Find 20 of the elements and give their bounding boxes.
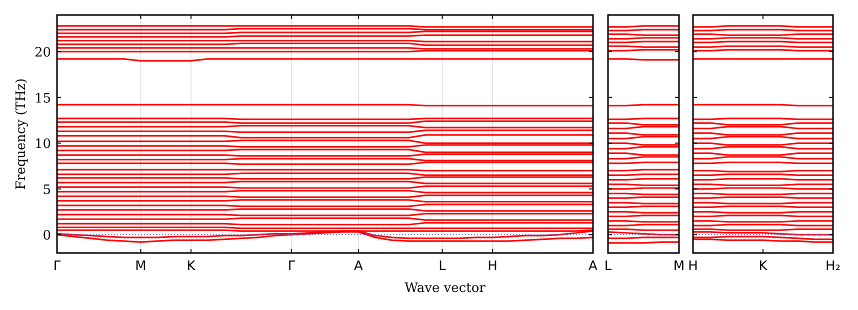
- x-tick-label: K: [186, 259, 196, 274]
- x-tick-label: L: [604, 259, 612, 274]
- x-axis-title: Wave vector: [404, 281, 486, 296]
- y-axis-title: Frequency (THz): [14, 78, 29, 190]
- y-tick-label: 15: [34, 91, 51, 106]
- x-tick-label: L: [438, 259, 447, 274]
- x-tick-label: M: [135, 259, 146, 274]
- y-tick-label: 20: [34, 46, 51, 61]
- x-tick-label: H: [488, 259, 498, 274]
- x-tick-label: A: [354, 259, 364, 274]
- x-tick-label: H₂: [826, 259, 840, 274]
- y-tick-label: 0: [42, 228, 51, 244]
- x-tick-label: Γ: [53, 259, 62, 274]
- x-tick-label: M: [673, 259, 685, 274]
- x-tick-label: Γ: [288, 259, 296, 274]
- x-tick-label: H: [688, 259, 698, 274]
- x-tick-label: K: [758, 259, 768, 274]
- y-tick-label: 10: [34, 137, 51, 152]
- y-tick-label: 5: [42, 182, 51, 198]
- x-tick-label: A: [588, 259, 598, 274]
